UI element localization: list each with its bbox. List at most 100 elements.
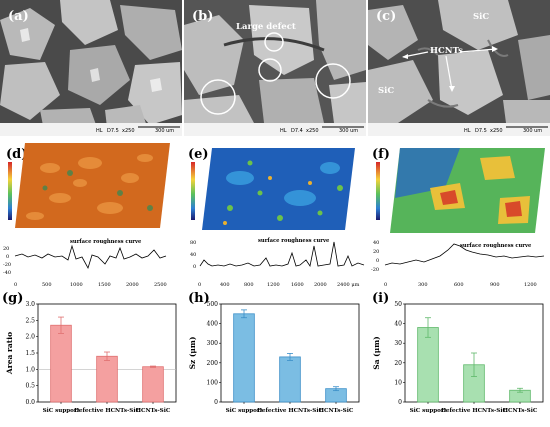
bar-g-1 (96, 355, 118, 403)
colorbar-d (8, 162, 12, 220)
xtick-f-2: 600 (454, 282, 464, 288)
ytick-d-2: -20 (3, 262, 11, 268)
xtick-d-0: 0 (14, 282, 17, 288)
category-label-h-2: HCNTs-SiC (319, 408, 354, 414)
ytick-label-i-5: 50 (394, 301, 402, 308)
ytick-label-g-6: 3.0 (25, 301, 35, 308)
hcnts-label: HCNTs (430, 46, 463, 56)
sem-mode-b: HL (280, 128, 287, 134)
category-label-g-2: HCNTs-SiC (136, 408, 171, 414)
xtick-e-5: 2000 (314, 282, 327, 288)
curve-title-d: surface roughness curve (70, 239, 142, 245)
xtick-f-4: 1200 (524, 282, 537, 288)
ytick-label-g-2: 1.0 (25, 366, 35, 373)
bar-chart-h: (h) 0 100 200 300 400 500 Sz (μm) SiC supportDe… (188, 291, 360, 414)
ytick-label-i-3: 30 (394, 340, 402, 347)
category-label-g-1: Defective HCNTs-SiC (74, 408, 140, 414)
xtick-d-2: 1000 (70, 282, 83, 288)
ylabel-h: Sz (μm) (188, 337, 197, 370)
sem-mag-c: x250 (490, 128, 503, 134)
sem-image-b: (b) Large defect HL D7.4 x250 300 um (184, 0, 366, 136)
xtick-e-6: 2400 μm (337, 282, 360, 288)
sic-label-top: SiC (473, 12, 489, 22)
ytick-label-h-0: 0 (214, 399, 218, 406)
sic-label-bottom: SiC (378, 86, 394, 96)
panel-label-i: (i) (372, 291, 389, 306)
category-label-i-0: SiC support (410, 408, 447, 414)
sem-wd-c: D7.5 (475, 128, 487, 134)
hcnts-arrow-3 (445, 55, 453, 91)
ytick-label-i-2: 20 (394, 360, 402, 367)
panel-label-c: (c) (376, 9, 396, 24)
ytick-f-2: 0 (376, 258, 379, 264)
colorbar-e (191, 162, 195, 220)
ytick-label-g-3: 1.5 (25, 350, 35, 357)
ylabel-g: Area ratio (5, 332, 14, 375)
category-label-i-2: HCNTs-SiC (503, 408, 538, 414)
roughness-curve-f (384, 243, 545, 266)
ytick-e-1: 40 (190, 252, 196, 258)
bar-h-1 (279, 356, 301, 403)
sem-scale-b: 300 um (339, 128, 358, 134)
colorbar-f (376, 162, 380, 220)
defect-circle-4 (315, 63, 351, 99)
sem-scale-a: 300 um (155, 128, 174, 134)
sem-mag-b: x250 (306, 128, 319, 134)
ytick-label-h-1: 100 (207, 379, 219, 386)
xtick-d-1: 500 (42, 282, 52, 288)
ytick-f-3: -20 (371, 267, 379, 273)
xtick-e-2: 800 (244, 282, 254, 288)
ytick-label-h-2: 200 (207, 360, 219, 367)
category-label-h-1: Defective HCNTs-SiC (257, 408, 323, 414)
category-label-g-0: SiC support (43, 408, 80, 414)
bar-i-0 (417, 327, 439, 403)
category-label-i-1: Defective HCNTs-SiC (441, 408, 507, 414)
bar-g-0 (50, 324, 72, 403)
ytick-e-2: 0 (193, 264, 196, 270)
sem-wd-b: D7.4 (291, 128, 303, 134)
ytick-label-h-3: 300 (207, 340, 219, 347)
category-label-h-0: SiC support (226, 408, 263, 414)
defect-circle-3 (200, 79, 236, 115)
xtick-d-3: 1500 (98, 282, 111, 288)
xtick-e-0: 0 (198, 282, 201, 288)
ytick-label-h-5: 500 (207, 301, 219, 308)
xtick-f-1: 300 (418, 282, 428, 288)
sem-mag-a: x250 (122, 128, 135, 134)
ytick-f-1: 20 (373, 249, 379, 255)
ylabel-i: Sa (μm) (372, 336, 381, 369)
roughness-curve-e (199, 241, 365, 268)
panel-label-b: (b) (192, 9, 213, 24)
bar-chart-g: (g) 0.0 0.5 1.0 1.5 2.0 2.5 3.0 Area ratio SiC s… (2, 291, 177, 414)
ytick-label-i-0: 0 (398, 399, 402, 406)
xtick-f-3: 900 (490, 282, 500, 288)
roughness-row: (d) (e) (f) (3, 143, 545, 276)
ytick-label-i-4: 40 (394, 321, 402, 328)
hcnts-arrow-2 (459, 48, 497, 53)
bar-g-2 (142, 366, 164, 403)
ytick-label-h-4: 400 (207, 321, 219, 328)
sem-scale-c: 300 um (523, 128, 542, 134)
ytick-e-0: 80 (190, 240, 196, 246)
curve-title-f: surface roughness curve (460, 243, 532, 249)
xtick-e-3: 1200 (267, 282, 280, 288)
panel-label-e: (e) (188, 147, 209, 162)
panel-label-g: (g) (2, 291, 23, 306)
ytick-d-3: -40 (3, 270, 11, 276)
sem-micrograph-c: (c) SiC HCNTs SiC HL D7.5 x250 300 um (368, 0, 550, 136)
xtick-d-4: 2000 (126, 282, 139, 288)
ytick-f-0: 40 (373, 240, 379, 246)
sem-image-a: (a) HL D7.5 x250 300 um (0, 0, 182, 136)
xtick-d-5: 2500 (154, 282, 167, 288)
defect-circle-1 (264, 32, 284, 52)
surface-3d-e (202, 148, 355, 230)
sem-micrograph-b: (b) Large defect HL D7.4 x250 300 um (184, 0, 366, 136)
ytick-label-g-5: 2.5 (25, 317, 35, 324)
panel-label-h: (h) (188, 291, 210, 306)
roughness-curve-d (14, 244, 167, 270)
curve-title-e: surface roughness curve (258, 238, 330, 244)
panel-label-d: (d) (6, 147, 27, 162)
panel-label-f: (f) (372, 147, 390, 162)
xtick-f-0: 0 (384, 282, 387, 288)
